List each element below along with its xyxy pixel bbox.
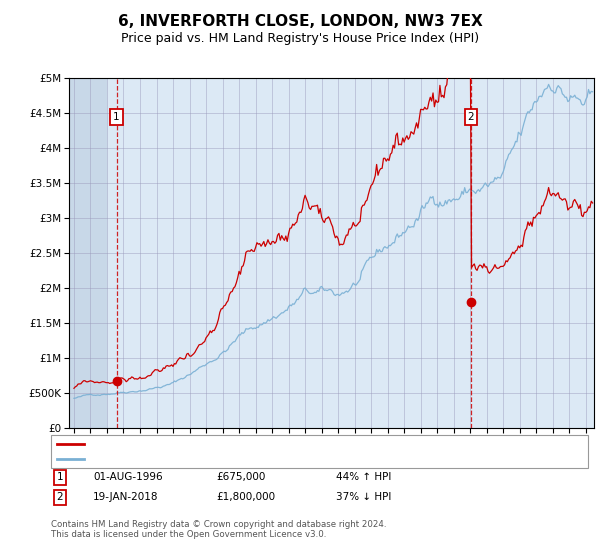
Text: 37% ↓ HPI: 37% ↓ HPI — [336, 492, 391, 502]
Bar — [69, 78, 107, 428]
Text: £1,800,000: £1,800,000 — [216, 492, 275, 502]
Text: 2: 2 — [467, 112, 475, 122]
Text: Contains HM Land Registry data © Crown copyright and database right 2024.
This d: Contains HM Land Registry data © Crown c… — [51, 520, 386, 539]
Text: 1: 1 — [113, 112, 120, 122]
Text: 2: 2 — [56, 492, 64, 502]
Text: 6, INVERFORTH CLOSE, LONDON, NW3 7EX: 6, INVERFORTH CLOSE, LONDON, NW3 7EX — [118, 14, 482, 29]
Text: 44% ↑ HPI: 44% ↑ HPI — [336, 472, 391, 482]
Text: £675,000: £675,000 — [216, 472, 265, 482]
Text: HPI: Average price, detached house, Camden: HPI: Average price, detached house, Camd… — [88, 454, 314, 464]
Text: Price paid vs. HM Land Registry's House Price Index (HPI): Price paid vs. HM Land Registry's House … — [121, 32, 479, 45]
Text: 1: 1 — [56, 472, 64, 482]
Text: 19-JAN-2018: 19-JAN-2018 — [93, 492, 158, 502]
Text: 01-AUG-1996: 01-AUG-1996 — [93, 472, 163, 482]
Text: 6, INVERFORTH CLOSE, LONDON, NW3 7EX (detached house): 6, INVERFORTH CLOSE, LONDON, NW3 7EX (de… — [88, 439, 393, 449]
